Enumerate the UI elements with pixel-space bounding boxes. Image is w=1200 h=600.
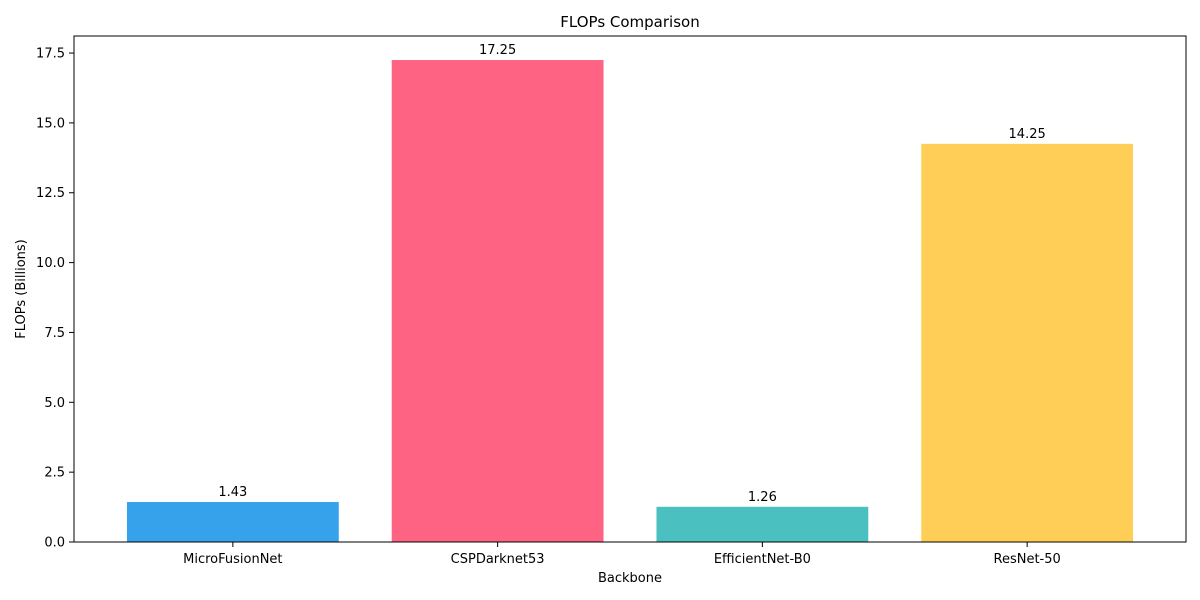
y-axis: 0.0 2.5 5.0 7.5 10.0 12.5 15.0 17.5 (36, 47, 74, 551)
y-tick-label: 5.0 (44, 396, 65, 411)
chart-title: FLOPs Comparison (560, 13, 699, 31)
y-tick-label: 7.5 (44, 326, 65, 341)
x-tick-label: CSPDarknet53 (451, 552, 545, 567)
bar-value-label: 1.26 (748, 490, 777, 505)
bar-group: 1.43 17.25 1.26 14.25 (126, 43, 1134, 543)
bar-resnet-50 (921, 143, 1134, 543)
bar-cspdarknet53 (391, 60, 604, 542)
y-axis-title: FLOPs (Billions) (14, 239, 29, 338)
x-tick-label: MicroFusionNet (183, 552, 282, 567)
x-axis-title: Backbone (598, 571, 662, 586)
y-tick-label: 12.5 (36, 186, 65, 201)
y-tick-label: 0.0 (44, 536, 65, 551)
bar-microfusionnet (126, 502, 339, 542)
bar-value-label: 17.25 (479, 43, 516, 58)
x-tick-label: EfficientNet-B0 (714, 552, 811, 567)
y-tick-label: 10.0 (36, 256, 65, 271)
plot-frame (73, 35, 1187, 543)
y-tick-label: 17.5 (36, 47, 65, 62)
y-tick-label: 2.5 (44, 466, 65, 481)
bar-value-label: 1.43 (218, 485, 247, 500)
bar-value-label: 14.25 (1009, 127, 1046, 142)
y-tick-label: 15.0 (36, 116, 65, 131)
bar-efficientnet-b0 (656, 506, 869, 542)
x-tick-label: ResNet-50 (994, 552, 1061, 567)
x-axis: MicroFusionNet CSPDarknet53 EfficientNet-B… (183, 542, 1061, 567)
